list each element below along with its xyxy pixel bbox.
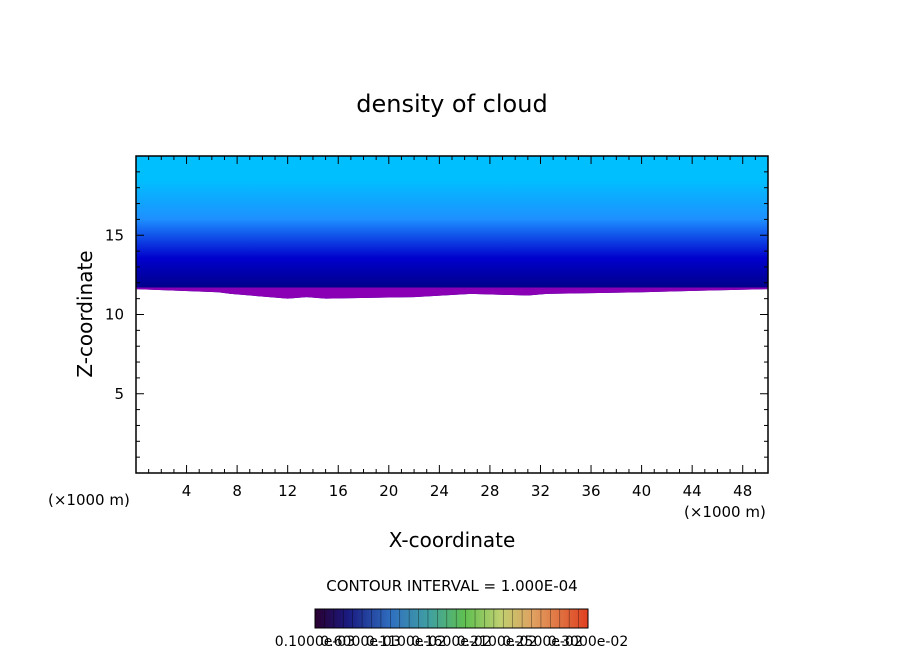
cloud-density-fill [136, 156, 768, 299]
colorbar-tick-label: 0.1000e-03 [275, 634, 355, 650]
contour-interval-label: CONTOUR INTERVAL = 1.000E-04 [326, 577, 577, 595]
x-tick-label: 8 [232, 482, 242, 500]
y-axis-ticks: 5 10 15 [105, 171, 768, 458]
colorbar-frame [314, 608, 589, 629]
x-tick-label: 40 [632, 482, 651, 500]
colorbar-tick-labels: 0.1000e-030.6000e-030.1100e-020.1600e-02… [275, 634, 628, 650]
colorbar-tick-label: 0.3000e-02 [548, 634, 628, 650]
x-tick-label: 24 [430, 482, 449, 500]
x-tick-label: 32 [531, 482, 550, 500]
colorbar: 0.1000e-030.6000e-030.1100e-020.1600e-02… [275, 608, 628, 650]
x-tick-label: 20 [379, 482, 398, 500]
x-tick-label: 36 [581, 482, 600, 500]
x-tick-label: 12 [278, 482, 297, 500]
x-tick-label: 28 [480, 482, 499, 500]
colorbar-tick-label: 0.2500e-02 [502, 634, 582, 650]
colorbar-tick-label: 0.1100e-02 [366, 634, 446, 650]
colorbar-tick-label: 0.6000e-03 [320, 634, 400, 650]
y-tick-label: 15 [105, 226, 124, 244]
colorbar-tick-label: 0.1600e-02 [411, 634, 491, 650]
y-axis-label: Z-coordinate [73, 250, 97, 377]
x-tick-label: 4 [182, 482, 192, 500]
x-unit-left: (×1000 m) [48, 491, 130, 509]
cloud-base-layer [136, 287, 768, 299]
y-tick-label: 10 [105, 306, 124, 324]
x-axis-label: X-coordinate [389, 528, 516, 552]
x-unit-right: (×1000 m) [684, 503, 766, 521]
colorbar-tick-label: 0.2100e-02 [457, 634, 537, 650]
colorbar-gradient [315, 609, 588, 628]
y-tick-label: 5 [114, 385, 124, 403]
chart-title: density of cloud [356, 90, 547, 118]
x-tick-label: 16 [329, 482, 348, 500]
x-axis-ticks: 4 8 12 16 20 24 28 32 36 40 44 48 [148, 156, 756, 500]
x-tick-label: 44 [683, 482, 702, 500]
x-tick-label: 48 [733, 482, 752, 500]
